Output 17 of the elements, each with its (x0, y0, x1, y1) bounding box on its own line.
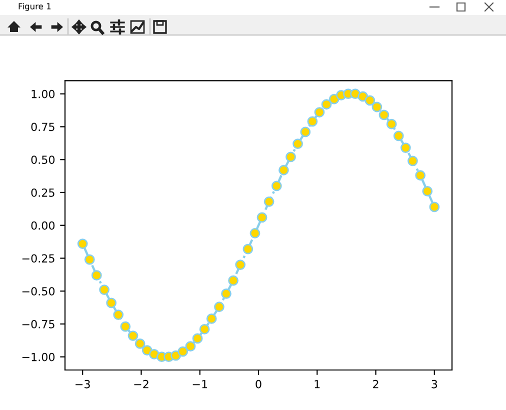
x-tick-label: 0 (256, 380, 262, 388)
y-tick-label: −0.25 (22, 254, 54, 263)
x-tick-label: −2 (134, 380, 148, 388)
y-tick-label: −0.75 (22, 320, 54, 328)
y-tick-label: 0.75 (31, 122, 54, 132)
y-tick-label: 0.00 (31, 221, 55, 230)
y-tick-label: 0.50 (31, 156, 55, 164)
x-tick-label: −1 (192, 380, 208, 388)
y-tick-label: −1.00 (22, 352, 55, 362)
y-tick-label: 0.25 (31, 188, 54, 197)
x-tick-label: 2 (373, 380, 378, 388)
caption: Figure 1 (18, 2, 51, 12)
x-tick-label: 1 (314, 380, 320, 388)
x-tick-label: 3 (432, 380, 438, 388)
y-tick-label: −0.50 (22, 287, 55, 296)
x-tick-label: −3 (76, 380, 90, 388)
y-tick-label: 1.00 (32, 90, 55, 98)
